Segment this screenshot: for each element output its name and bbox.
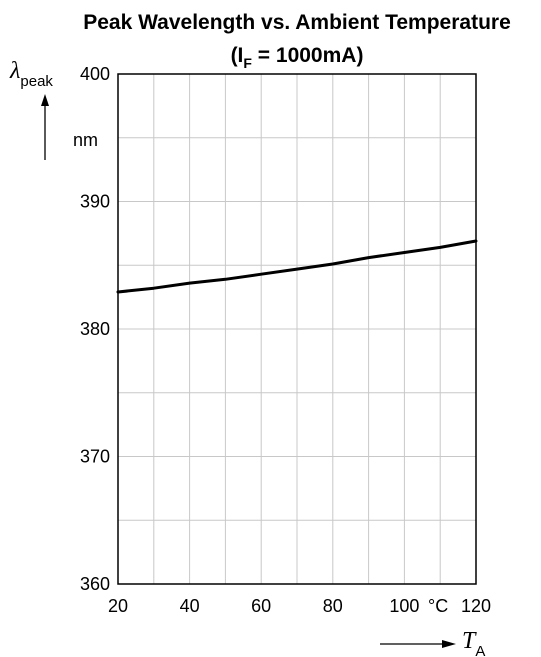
series-group: [116, 239, 478, 294]
x-axis-subscript: A: [475, 643, 485, 657]
y-tick-label: 380: [80, 319, 110, 339]
y-axis-subscript: peak: [20, 73, 53, 90]
y-tick-label: 370: [80, 447, 110, 467]
y-tick-label: 400: [80, 64, 110, 84]
y-axis-unit: nm: [73, 130, 98, 150]
x-tick-label: 40: [180, 596, 200, 616]
x-axis-unit: °C: [428, 596, 448, 616]
subtitle-prefix: (I: [231, 44, 244, 67]
subtitle-subscript: F: [243, 55, 252, 71]
y-axis-symbol: λpeak: [9, 58, 53, 90]
y-axis-arrow-head: [41, 94, 49, 106]
x-tick-label: 100: [389, 596, 419, 616]
grid: [117, 73, 477, 585]
x-axis-symbol: TA: [462, 628, 485, 657]
series-line: [116, 239, 478, 294]
y-axis-symbol-char: λ: [9, 58, 20, 84]
x-tick-label: 20: [108, 596, 128, 616]
y-tick-labels: 360 370 380 390 400: [80, 64, 110, 594]
subtitle-suffix: = 1000mA): [252, 44, 363, 67]
chart-title: Peak Wavelength vs. Ambient Temperature: [83, 11, 511, 34]
plot-frame: [117, 73, 477, 585]
y-tick-label: 390: [80, 192, 110, 212]
chart-subtitle: (IF = 1000mA): [231, 44, 364, 71]
x-axis-arrow-head: [442, 640, 456, 648]
x-tick-label: 80: [323, 596, 343, 616]
x-axis-symbol-char: T: [462, 628, 477, 654]
y-tick-label: 360: [80, 574, 110, 594]
x-tick-label: 60: [251, 596, 271, 616]
x-tick-labels: 20 40 60 80 100 120: [108, 596, 491, 616]
x-tick-label: 120: [461, 596, 491, 616]
